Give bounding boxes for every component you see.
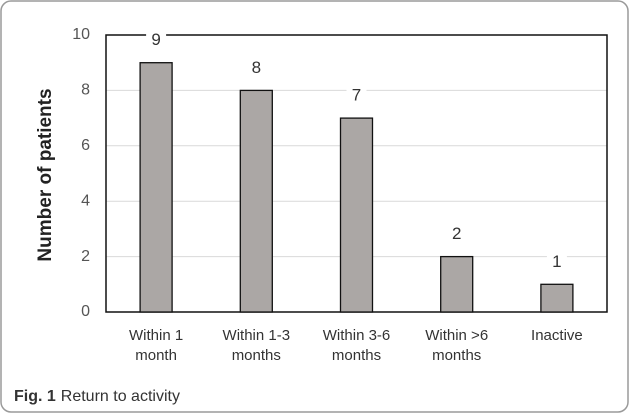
bar — [440, 255, 474, 313]
x-tick-label-line: months — [332, 347, 381, 364]
y-tick-label: 8 — [81, 82, 90, 99]
bar — [239, 89, 273, 313]
y-tick-label: 4 — [81, 192, 90, 209]
data-label-bg — [346, 86, 367, 107]
data-label: 9 — [151, 30, 160, 49]
x-tick-label-line: month — [135, 347, 177, 364]
x-tick-label: Within >6 months — [425, 327, 488, 364]
data-label-bg — [546, 252, 567, 273]
caption-text: Return to activity — [61, 388, 180, 405]
bar — [540, 283, 574, 313]
x-tick-label-line: Within 1 — [129, 327, 183, 344]
y-tick-label: 6 — [81, 137, 90, 154]
data-label: 2 — [452, 224, 461, 243]
x-tick-label: Within 3-6 months — [323, 327, 391, 364]
data-label: 1 — [552, 252, 561, 271]
x-tick-label: Within 1-3 months — [223, 327, 291, 364]
y-tick-label: 10 — [72, 26, 90, 43]
caption: Fig. 1 Return to activity — [14, 388, 180, 405]
x-tick-label-line: Inactive — [531, 327, 583, 344]
data-label-bg — [446, 224, 467, 245]
x-tick-label: Within 1 month — [129, 327, 183, 364]
x-tick-label: Inactive — [531, 327, 583, 344]
x-tick-label-line: Within 3-6 — [323, 327, 391, 344]
data-label-bg — [146, 30, 167, 51]
x-tick-label-line: months — [432, 347, 481, 364]
bar — [339, 117, 374, 313]
caption-label: Fig. 1 — [14, 388, 56, 405]
y-axis-label: Number of patients — [35, 88, 56, 261]
x-tick-label-line: Within >6 — [425, 327, 488, 344]
data-label-bg — [246, 58, 267, 79]
x-tick-label-line: months — [232, 347, 281, 364]
y-tick-label: 0 — [81, 303, 90, 320]
bar — [139, 62, 173, 313]
y-tick-label: 2 — [81, 248, 90, 265]
data-label: 7 — [352, 86, 361, 105]
data-label: 8 — [252, 58, 261, 77]
x-tick-label-line: Within 1-3 — [223, 327, 291, 344]
